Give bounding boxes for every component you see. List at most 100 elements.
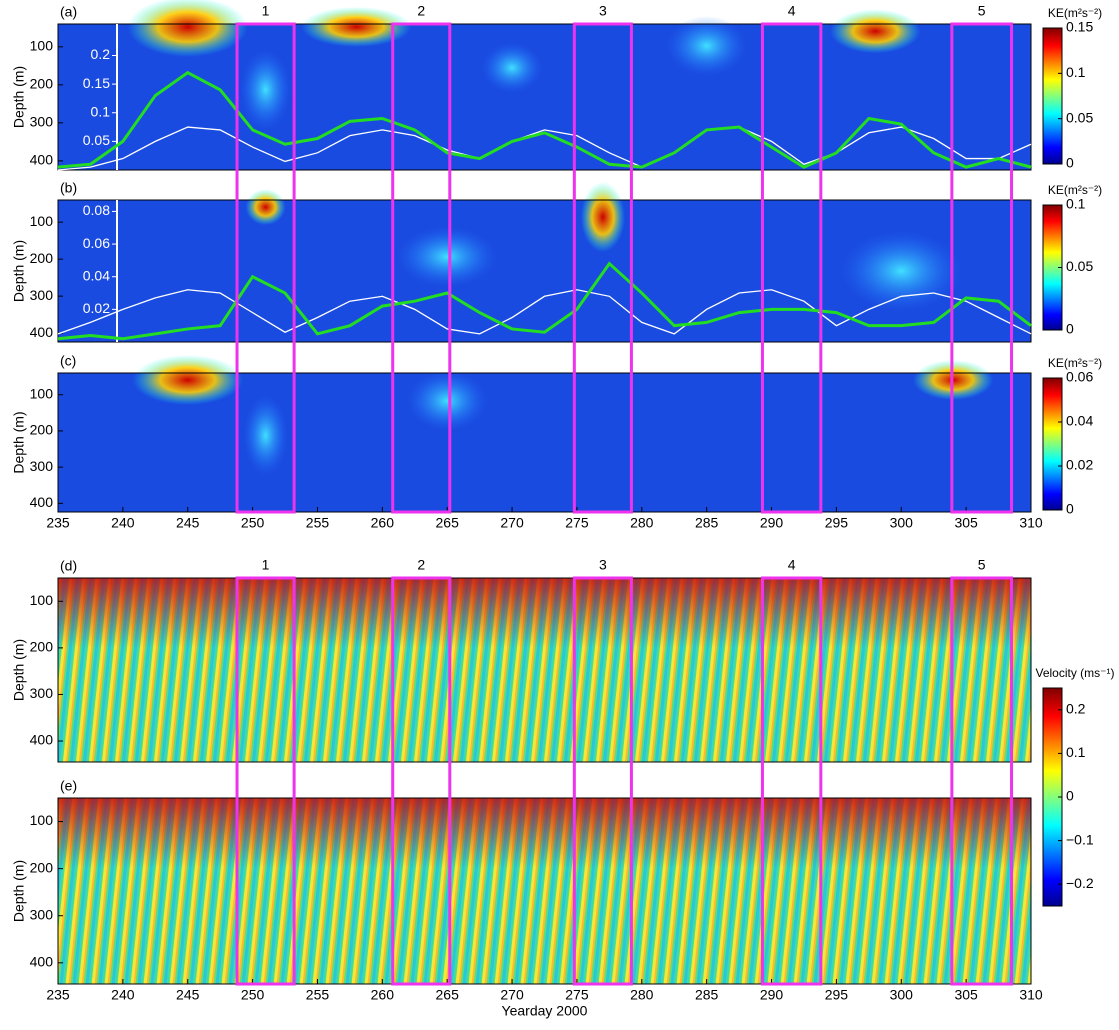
y-tick-label: 300 xyxy=(30,287,54,303)
plot-frame xyxy=(57,372,1032,513)
y-tick-label: 100 xyxy=(30,812,54,828)
x-tick-label: 280 xyxy=(630,515,654,531)
x-tick-label: 295 xyxy=(825,515,849,531)
event-label: 5 xyxy=(978,3,986,19)
x-tick-label: 280 xyxy=(630,987,654,1003)
colorbar-tick-label: 0.05 xyxy=(1066,258,1093,274)
field-blob xyxy=(666,15,747,76)
colorbar-tick-label: 0.04 xyxy=(1066,413,1093,429)
colorbar-label: KE(m²s⁻²) xyxy=(1048,6,1102,20)
colorbar-tick-label: 0.15 xyxy=(1066,19,1093,35)
panel-label: (e) xyxy=(60,778,77,794)
y-tick-label: 300 xyxy=(30,458,54,474)
y2-tick-label: 0.08 xyxy=(83,202,110,218)
colorbar-tick-label: −0.1 xyxy=(1066,831,1094,847)
x-tick-label: 300 xyxy=(890,987,914,1003)
colorbar-tick-label: 0 xyxy=(1066,788,1074,804)
y-axis-label: Depth (m) xyxy=(11,66,27,128)
event-box xyxy=(235,576,296,986)
x-tick-label: 260 xyxy=(371,515,395,531)
x-tick-label: 250 xyxy=(241,987,265,1003)
field-blob xyxy=(127,0,248,57)
event-label: 3 xyxy=(599,3,607,19)
plot-frame xyxy=(57,199,1032,343)
y2-tick-label: 0.06 xyxy=(83,235,110,251)
panel-label: (d) xyxy=(60,558,77,574)
colorbar-tick-label: 0.2 xyxy=(1066,701,1086,717)
y2-tick-label: 0.02 xyxy=(83,300,110,316)
y-axis-label: Depth (m) xyxy=(11,860,27,922)
x-tick-label: 290 xyxy=(760,987,784,1003)
event-box xyxy=(950,576,1014,986)
colorbar-tick-label: 0.1 xyxy=(1066,64,1086,80)
field-blob xyxy=(240,49,291,130)
plot-frame xyxy=(57,797,1032,985)
colorbar xyxy=(1042,377,1063,511)
series-line xyxy=(57,289,1032,335)
event-box xyxy=(572,22,633,514)
series-line xyxy=(57,126,1032,171)
x-tick-label: 285 xyxy=(695,515,719,531)
x-tick-label: 305 xyxy=(954,515,978,531)
y-tick-label: 400 xyxy=(30,732,54,748)
x-tick-label: 255 xyxy=(306,987,330,1003)
y-tick-label: 200 xyxy=(30,250,54,266)
panel: (c) Depth (m)100 200 300 400 235 240 245 250 255 2… xyxy=(11,353,1102,531)
x-tick-label: 270 xyxy=(500,987,524,1003)
event-box xyxy=(391,576,452,986)
event-label: 3 xyxy=(599,557,607,573)
event-label: 4 xyxy=(788,557,796,573)
series-line xyxy=(57,70,1032,169)
colorbar-label: Velocity (ms⁻¹) xyxy=(1035,666,1114,680)
x-axis-label: Yearday 2000 xyxy=(502,1003,588,1019)
x-tick-label: 270 xyxy=(500,515,524,531)
field-blob xyxy=(407,370,488,431)
event-box xyxy=(760,22,823,514)
colorbar-tick-label: 0.02 xyxy=(1066,457,1093,473)
x-tick-label: 310 xyxy=(1019,515,1043,531)
y-tick-label: 200 xyxy=(30,639,54,655)
y-tick-label: 100 xyxy=(30,38,54,54)
field-blob xyxy=(841,231,962,311)
y-tick-label: 100 xyxy=(30,385,54,401)
panel-label: (a) xyxy=(60,4,77,20)
x-tick-label: 250 xyxy=(241,515,265,531)
x-tick-label: 275 xyxy=(565,515,589,531)
colorbar-tick-label: 0.05 xyxy=(1066,109,1093,125)
x-tick-label: 265 xyxy=(436,515,460,531)
y-tick-label: 300 xyxy=(30,906,54,922)
y2-tick-label: 0.15 xyxy=(83,75,110,91)
x-tick-label: 285 xyxy=(695,987,719,1003)
x-tick-label: 260 xyxy=(371,987,395,1003)
x-tick-label: 235 xyxy=(46,515,70,531)
y-tick-label: 200 xyxy=(30,859,54,875)
panel: (d) Depth (m) 100 200 300 400 Velocity (ms⁻¹) −… xyxy=(11,558,1115,907)
x-tick-label: 265 xyxy=(436,987,460,1003)
field-blob xyxy=(301,6,412,47)
x-tick-label: 235 xyxy=(46,987,70,1003)
field-blob xyxy=(132,354,243,405)
colorbar-tick-label: −0.2 xyxy=(1066,875,1094,891)
x-tick-label: 305 xyxy=(954,987,978,1003)
y2-tick-label: 0.04 xyxy=(83,267,110,283)
y-axis-label: Depth (m) xyxy=(11,240,27,302)
event-box xyxy=(235,22,296,514)
y2-tick-label: 0.05 xyxy=(83,132,110,148)
field-blob xyxy=(243,395,288,476)
plot-frame xyxy=(57,577,1032,763)
colorbar-tick-label: 0.1 xyxy=(1066,196,1086,212)
x-tick-label: 275 xyxy=(565,987,589,1003)
panel: (e) Depth (m) 100 200 300 400 235 240 245 250 255 2… xyxy=(11,778,1043,1019)
y2-tick-label: 0.2 xyxy=(91,46,111,62)
y-tick-label: 200 xyxy=(30,422,54,438)
colorbar-label: KE(m²s⁻²) xyxy=(1048,356,1102,370)
event-label: 1 xyxy=(262,557,270,573)
y-tick-label: 300 xyxy=(30,685,54,701)
y-tick-label: 200 xyxy=(30,76,54,92)
field-blob xyxy=(245,189,286,226)
y-tick-label: 400 xyxy=(30,152,54,168)
y-tick-label: 100 xyxy=(30,213,54,229)
y-axis-label: Depth (m) xyxy=(11,411,27,473)
colorbar-tick-label: 0.06 xyxy=(1066,369,1093,385)
